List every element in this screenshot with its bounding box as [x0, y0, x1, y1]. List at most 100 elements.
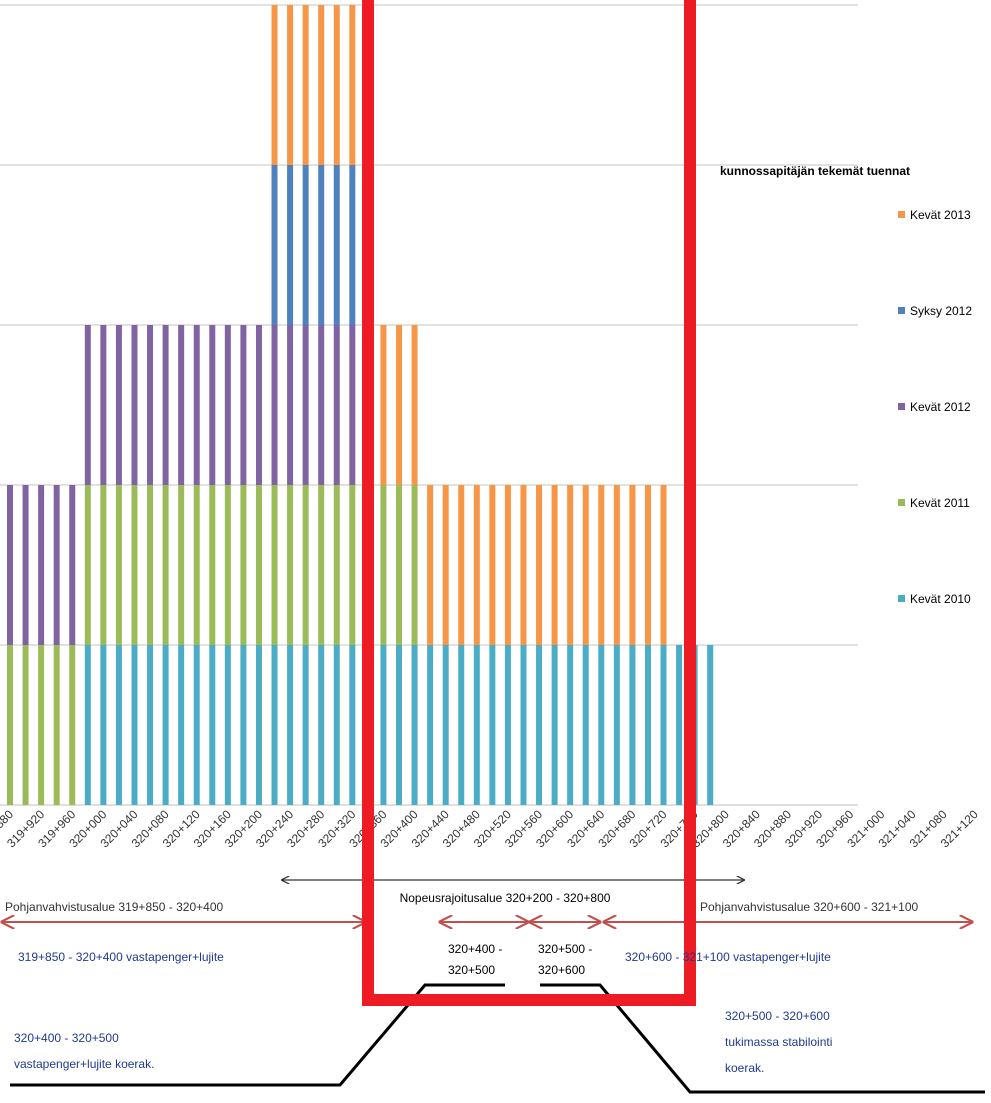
bar-segment: [162, 485, 169, 645]
annotation: 320+500 - 320+600: [725, 1009, 830, 1023]
bar-segment: [302, 485, 309, 645]
legend-swatch: [898, 403, 905, 410]
bar-segment: [551, 645, 558, 805]
bar-segment: [22, 485, 29, 645]
bar-segment: [7, 645, 13, 805]
bar-segment: [349, 485, 356, 645]
bar-segment: [536, 645, 543, 805]
annotation: Pohjanvahvistusalue 320+600 - 321+100: [700, 900, 919, 914]
legend-label: Syksy 2012: [910, 304, 972, 318]
bar-segment: [271, 5, 278, 165]
bar-segment: [582, 485, 589, 645]
bar-segment: [333, 645, 340, 805]
bar-segment: [193, 325, 200, 485]
bar-segment: [598, 485, 605, 645]
bar-segment: [318, 165, 325, 325]
annotation: koerak.: [725, 1061, 764, 1075]
bar-segment: [131, 645, 138, 805]
annotation: 320+400 - 320+500: [14, 1031, 119, 1045]
bar-segment: [162, 645, 169, 805]
profile-line: [540, 983, 985, 1094]
bar-segment: [53, 645, 60, 805]
bar-segment: [660, 645, 667, 805]
bar-segment: [629, 485, 636, 645]
bar-segment: [178, 325, 185, 485]
bar-segment: [209, 325, 216, 485]
bar-segment: [396, 645, 402, 805]
bar-segment: [333, 5, 340, 165]
bar-segment: [209, 485, 216, 645]
bar-segment: [287, 165, 294, 325]
bar-segment: [318, 645, 325, 805]
bar-segment: [224, 485, 231, 645]
bar-segment: [271, 165, 278, 325]
bar-segment: [318, 485, 325, 645]
legend-swatch: [898, 307, 905, 314]
bar-segment: [411, 485, 418, 645]
bar-segment: [473, 485, 480, 645]
bar-segment: [411, 645, 418, 805]
bar-segment: [255, 485, 262, 645]
annotation: tukimassa stabilointi: [725, 1035, 832, 1049]
bar-segment: [115, 485, 122, 645]
highlight-box: [362, 0, 696, 1006]
annotation: 320+600: [538, 963, 585, 977]
bar-segment: [380, 645, 387, 805]
bar-segment: [147, 645, 154, 805]
bar-segment: [302, 5, 309, 165]
bar-segment: [255, 645, 262, 805]
bar-segment: [442, 485, 449, 645]
legend-label: Kevät 2013: [910, 208, 971, 222]
bar-segment: [287, 325, 294, 485]
bar-segment: [224, 325, 231, 485]
bar-segment: [567, 485, 574, 645]
legend-swatch: [898, 499, 905, 506]
bar-segment: [396, 325, 402, 485]
bar-segment: [489, 485, 496, 645]
bar-segment: [458, 645, 465, 805]
bar-segment: [131, 325, 138, 485]
bar-segment: [240, 485, 247, 645]
bar-segment: [84, 325, 91, 485]
bar-segment: [69, 645, 76, 805]
bar-segment: [84, 485, 91, 645]
bar-segment: [147, 485, 154, 645]
bar-segment: [582, 645, 589, 805]
legend-title: kunnossapitäjän tekemät tuennat: [720, 164, 910, 178]
bar-segment: [178, 485, 185, 645]
bar-segment: [115, 645, 122, 805]
bar-segment: [613, 645, 620, 805]
profile-line: [10, 983, 505, 1087]
bar-segment: [69, 485, 76, 645]
bar-segment: [100, 645, 107, 805]
bar-segment: [551, 485, 558, 645]
bar-segment: [287, 485, 294, 645]
bar-segment: [193, 645, 200, 805]
annotation: 320+400 -: [448, 942, 502, 956]
bar-segment: [287, 5, 294, 165]
legend-swatch: [898, 211, 905, 218]
bars: [7, 5, 714, 805]
bar-segment: [271, 325, 278, 485]
bar-segment: [53, 485, 60, 645]
bar-segment: [240, 325, 247, 485]
bar-segment: [380, 325, 387, 485]
bar-segment: [613, 485, 620, 645]
bar-segment: [489, 645, 496, 805]
bar-segment: [473, 645, 480, 805]
bar-segment: [271, 485, 278, 645]
annotation: 320+600 - 321+100 vastapenger+lujite: [625, 950, 831, 964]
bar-segment: [442, 645, 449, 805]
bar-segment: [349, 5, 356, 165]
annotation: Nopeusrajoitusalue 320+200 - 320+800: [400, 891, 611, 905]
bar-segment: [380, 485, 387, 645]
bar-segment: [676, 645, 683, 805]
bar-segment: [131, 485, 138, 645]
bar-segment: [349, 325, 356, 485]
legend: kunnossapitäjän tekemät tuennat Kevät 201…: [720, 164, 972, 606]
legend-label: Kevät 2012: [910, 400, 971, 414]
annotations: Nopeusrajoitusalue 320+200 - 320+800 Pohj…: [5, 891, 919, 1075]
bar-segment: [349, 645, 356, 805]
